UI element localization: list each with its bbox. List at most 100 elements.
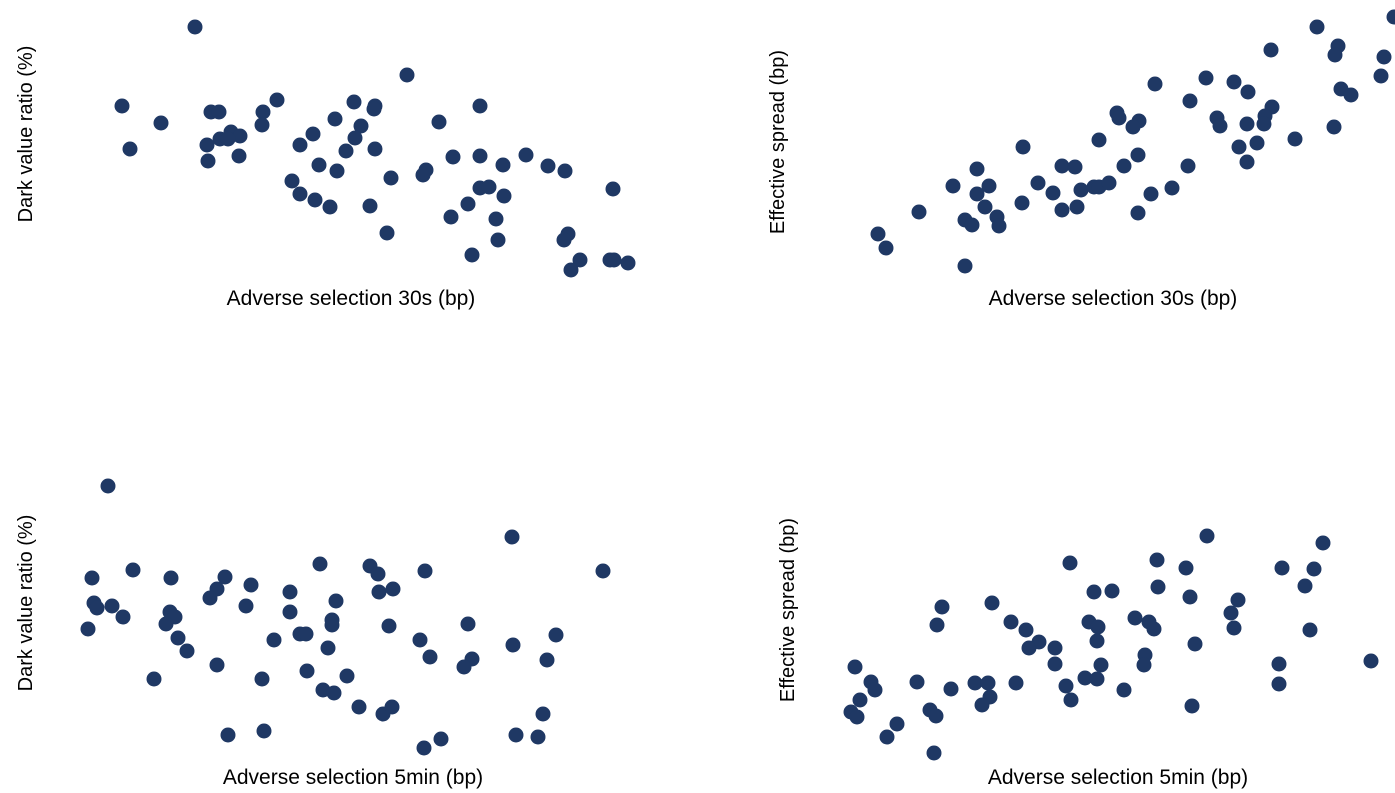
- scatter-point: [366, 101, 382, 117]
- scatter-point: [1058, 678, 1074, 694]
- scatter-point: [1089, 633, 1105, 649]
- scatter-point: [312, 556, 328, 572]
- scatter-point: [158, 616, 174, 632]
- scatter-point: [243, 577, 259, 593]
- scatter-point: [232, 128, 248, 144]
- scatter-point: [220, 727, 236, 743]
- scatter-point: [1086, 584, 1102, 600]
- scatter-point: [1271, 656, 1287, 672]
- scatter-point: [889, 716, 905, 732]
- scatter-point: [926, 745, 942, 761]
- scatter-point: [1054, 158, 1070, 174]
- scatter-point: [928, 708, 944, 724]
- scatter-point: [269, 92, 285, 108]
- scatter-panel-top-left: Adverse selection 30s (bp) Dark value ra…: [15, 19, 636, 310]
- scatter-point: [170, 630, 186, 646]
- scatter-point: [1111, 110, 1127, 126]
- scatter-point: [100, 478, 116, 494]
- points-top-left: [114, 19, 636, 278]
- scatter-panel-top-right: Adverse selection 30s (bp) Effective spr…: [767, 9, 1395, 310]
- scatter-point: [362, 198, 378, 214]
- scatter-point: [1018, 622, 1034, 638]
- scatter-point: [1143, 186, 1159, 202]
- scatter-point: [1182, 93, 1198, 109]
- scatter-point: [1089, 671, 1105, 687]
- scatter-point: [322, 199, 338, 215]
- scatter-point: [1223, 605, 1239, 621]
- scatter-point: [967, 675, 983, 691]
- x-axis-label: Adverse selection 30s (bp): [989, 287, 1238, 310]
- scatter-point: [456, 659, 472, 675]
- points-bottom-right: [843, 528, 1379, 761]
- scatter-point: [1164, 180, 1180, 196]
- scatter-panel-bottom-right: Adverse selection 5min (bp) Effective sp…: [777, 518, 1379, 789]
- scatter-point: [179, 643, 195, 659]
- scatter-point: [974, 697, 990, 713]
- scatter-point: [595, 563, 611, 579]
- scatter-point: [1343, 87, 1359, 103]
- scatter-point: [122, 141, 138, 157]
- scatter-point: [1130, 205, 1146, 221]
- scatter-point: [254, 117, 270, 133]
- scatter-point: [1063, 692, 1079, 708]
- scatter-point: [1226, 620, 1242, 636]
- scatter-point: [1149, 552, 1165, 568]
- scatter-point: [445, 149, 461, 165]
- scatter-point: [1226, 74, 1242, 90]
- scatter-point: [488, 211, 504, 227]
- scatter-point: [1363, 653, 1379, 669]
- scatter-point: [1263, 42, 1279, 58]
- scatter-point: [1230, 592, 1246, 608]
- scatter-point: [957, 258, 973, 274]
- scatter-point: [969, 186, 985, 202]
- points-top-right: [870, 9, 1395, 274]
- scatter-point: [209, 657, 225, 673]
- scatter-point: [298, 626, 314, 642]
- scatter-point: [254, 671, 270, 687]
- scatter-point: [1240, 84, 1256, 100]
- x-axis-label: Adverse selection 30s (bp): [227, 287, 476, 310]
- scatter-point: [1014, 195, 1030, 211]
- scatter-point: [1180, 158, 1196, 174]
- scatter-point: [977, 199, 993, 215]
- scatter-point: [1249, 135, 1265, 151]
- scatter-point: [505, 637, 521, 653]
- scatter-point: [422, 649, 438, 665]
- scatter-point: [1008, 675, 1024, 691]
- scatter-point: [1030, 175, 1046, 191]
- scatter-point: [981, 178, 997, 194]
- scatter-point: [1315, 535, 1331, 551]
- scatter-point: [200, 153, 216, 169]
- scatter-point: [1239, 154, 1255, 170]
- scatter-point: [292, 186, 308, 202]
- scatter-point: [163, 570, 179, 586]
- scatter-point: [980, 675, 996, 691]
- scatter-point: [1198, 70, 1214, 86]
- scatter-point: [1256, 116, 1272, 132]
- scatter-point: [540, 158, 556, 174]
- scatter-point: [353, 118, 369, 134]
- scatter-point: [879, 729, 895, 745]
- scatter-point: [1373, 68, 1389, 84]
- scatter-point: [460, 616, 476, 632]
- scatter-point: [911, 204, 927, 220]
- scatter-point: [943, 681, 959, 697]
- scatter-point: [80, 621, 96, 637]
- y-axis-label: Dark value ratio (%): [15, 46, 37, 223]
- scatter-point: [443, 209, 459, 225]
- scatter-point: [518, 147, 534, 163]
- scatter-point: [1054, 202, 1070, 218]
- scatter-point: [1231, 139, 1247, 155]
- scatter-point: [329, 163, 345, 179]
- scatter-point: [964, 217, 980, 233]
- scatter-point: [299, 663, 315, 679]
- scatter-point: [324, 617, 340, 633]
- scatter-point: [292, 137, 308, 153]
- scatter-point: [1062, 555, 1078, 571]
- scatter-point: [1021, 640, 1037, 656]
- scatter-point: [1287, 131, 1303, 147]
- scatter-point: [495, 157, 511, 173]
- scatter-point: [202, 590, 218, 606]
- scatter-point: [1130, 147, 1146, 163]
- scatter-point: [367, 141, 383, 157]
